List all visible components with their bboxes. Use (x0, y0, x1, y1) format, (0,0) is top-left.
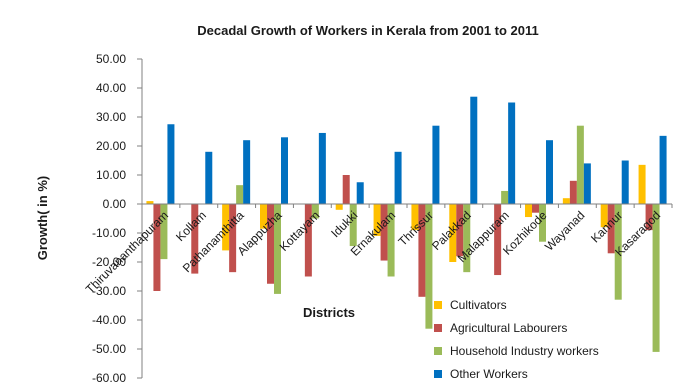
category-label: Kollam (173, 208, 209, 244)
bar-agricultural-labourers (191, 204, 199, 274)
bar-cultivators (373, 204, 381, 236)
bar-household-industry-workers (311, 204, 319, 219)
y-tick-label: -50.00 (92, 342, 126, 356)
bar-other-workers (659, 135, 667, 204)
bar-cultivators (600, 204, 608, 228)
bar-household-industry-workers (425, 204, 433, 329)
y-tick-label: 50.00 (96, 52, 126, 66)
y-tick-label: -20.00 (92, 255, 126, 269)
bar-other-workers (470, 96, 478, 204)
bar-other-workers (621, 160, 629, 204)
legend-label: Agricultural Labourers (450, 321, 567, 335)
bar-cultivators (146, 201, 154, 204)
bar-agricultural-labourers (304, 204, 312, 277)
bar-agricultural-labourers (456, 204, 464, 257)
bar-other-workers (318, 132, 326, 204)
bar-agricultural-labourers (342, 175, 350, 204)
bar-cultivators (638, 164, 646, 204)
bar-cultivators (222, 204, 230, 251)
bar-household-industry-workers (274, 204, 281, 294)
bar-cultivators (562, 198, 570, 204)
bar-household-industry-workers (387, 204, 395, 277)
bar-other-workers (546, 140, 553, 204)
bar-household-industry-workers (576, 125, 584, 204)
y-axis-ticks: 50.00 40.00 30.00 20.00 10.00 0.00 -10.00 -20.0… (92, 52, 142, 385)
bar-other-workers (243, 140, 251, 204)
bar-household-industry-workers (652, 204, 660, 352)
legend-label: Cultivators (450, 298, 507, 312)
bar-cultivators (335, 204, 343, 210)
bar-agricultural-labourers (229, 204, 237, 273)
bar-other-workers (281, 137, 288, 204)
bar-household-industry-workers (614, 204, 622, 300)
bar-household-industry-workers (539, 204, 546, 242)
y-tick-label: 40.00 (96, 81, 126, 95)
y-tick-label: 20.00 (96, 139, 126, 153)
y-tick-label: 0.00 (103, 197, 127, 211)
bar-other-workers (508, 102, 516, 204)
bar-cultivators (260, 204, 267, 229)
bar-cultivators (525, 204, 532, 218)
category-label: Kottayam (277, 208, 323, 254)
legend-swatch (434, 301, 442, 309)
bar-cultivators (449, 204, 457, 262)
bar-other-workers (356, 182, 364, 204)
legend-label: Other Workers (450, 367, 528, 381)
y-tick-label: -30.00 (92, 284, 126, 298)
y-tick-label: -40.00 (92, 313, 126, 327)
bar-household-industry-workers (236, 185, 244, 204)
category-label: Wayanad (542, 208, 587, 253)
legend-label: Household Industry workers (450, 344, 599, 358)
y-tick-label: 10.00 (96, 168, 126, 182)
legend-swatch (434, 347, 442, 355)
bar-household-industry-workers (349, 204, 357, 247)
bar-agricultural-labourers (494, 204, 502, 276)
bar-household-industry-workers (463, 204, 471, 273)
bar-agricultural-labourers (569, 180, 577, 204)
bar-other-workers (167, 124, 175, 204)
bar-agricultural-labourers (645, 204, 653, 231)
bar-agricultural-labourers (607, 204, 615, 254)
bar-cultivators (411, 204, 419, 231)
category-labels: Thiruvananthapuram KollamPathanamthittaAl… (83, 208, 663, 296)
bar-other-workers (583, 163, 591, 204)
bar-other-workers (394, 151, 402, 204)
legend-swatch (434, 370, 442, 378)
bar-agricultural-labourers (380, 204, 388, 261)
y-tick-label: -60.00 (92, 371, 126, 385)
bar-other-workers (205, 151, 213, 204)
y-tick-label: 30.00 (96, 110, 126, 124)
bar-agricultural-labourers (267, 204, 274, 284)
bars-group (146, 96, 673, 352)
legend-swatch (434, 324, 442, 332)
legend: Cultivators Agricultural Labourers Househo… (434, 298, 599, 381)
bar-household-industry-workers (501, 190, 509, 204)
bar-agricultural-labourers (532, 204, 539, 213)
bar-agricultural-labourers (153, 204, 161, 291)
x-axis-title: Districts (303, 305, 355, 320)
chart-title: Decadal Growth of Workers in Kerala from… (197, 23, 539, 38)
bar-other-workers (432, 125, 440, 204)
y-tick-label: -10.00 (92, 226, 126, 240)
bar-agricultural-labourers (418, 204, 426, 297)
bar-household-industry-workers (160, 204, 168, 260)
y-axis-title: Growth( in %) (35, 176, 50, 261)
